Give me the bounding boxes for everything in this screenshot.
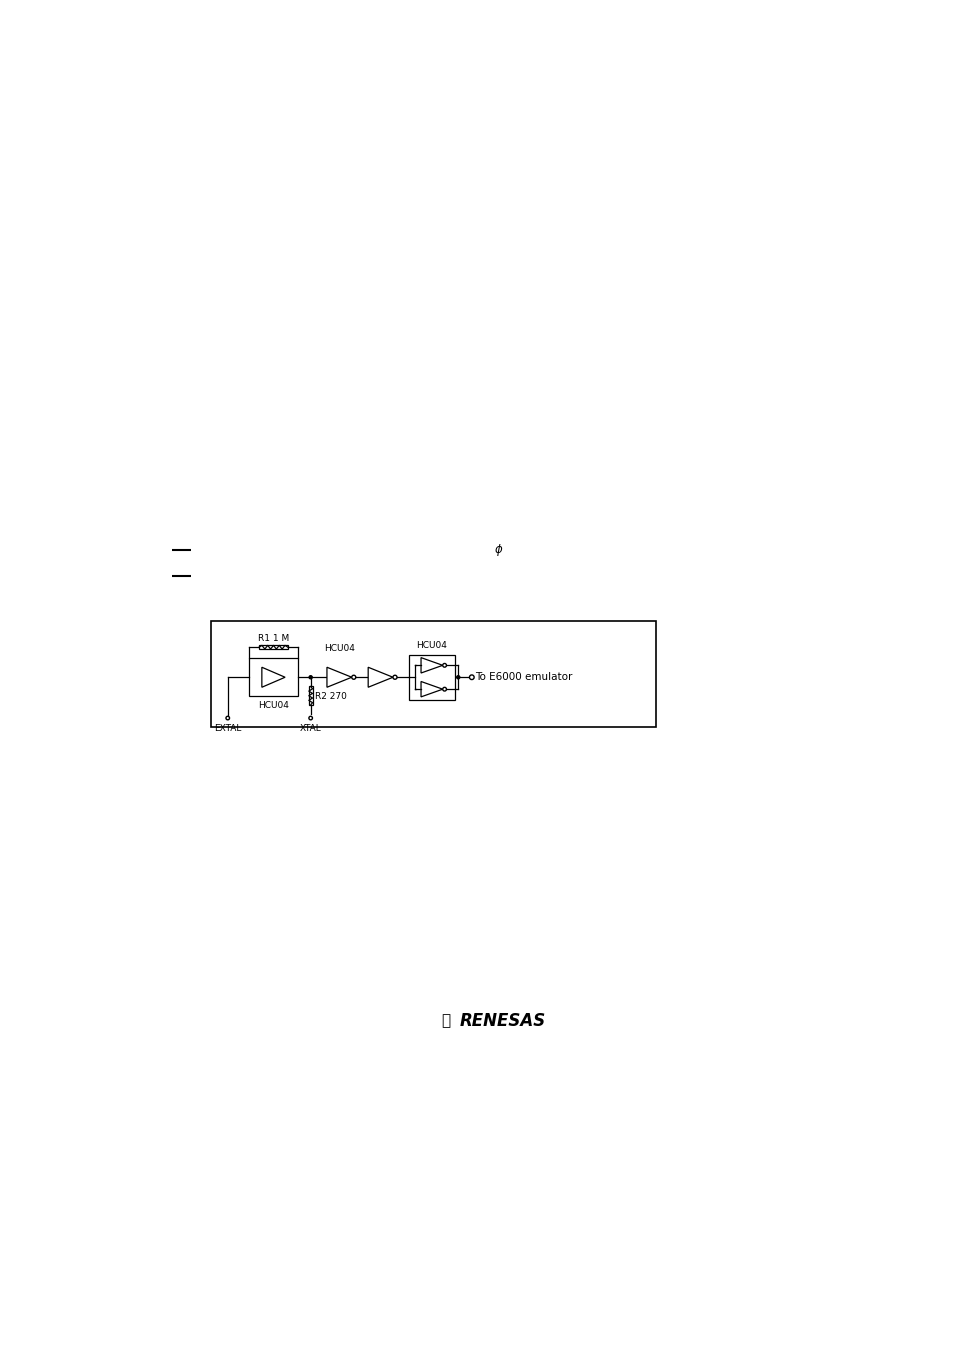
Bar (408, 654, 455, 700)
Circle shape (456, 676, 459, 678)
Text: EXTAL: EXTAL (213, 724, 241, 734)
Text: R2 270: R2 270 (315, 692, 347, 701)
Polygon shape (261, 667, 285, 688)
Bar (211, 621, 656, 727)
Circle shape (309, 676, 312, 678)
Circle shape (393, 676, 396, 680)
Polygon shape (327, 667, 352, 688)
Text: R1 1 M: R1 1 M (257, 634, 289, 643)
Circle shape (309, 716, 313, 720)
Bar (259, 646, 288, 648)
Text: HCU04: HCU04 (324, 643, 355, 653)
Text: $\phi$: $\phi$ (493, 542, 502, 558)
Text: RENESAS: RENESAS (459, 1012, 545, 1031)
Polygon shape (420, 658, 442, 673)
Text: ℜ: ℜ (441, 1015, 451, 1028)
Text: HCU04: HCU04 (257, 701, 289, 711)
Polygon shape (420, 681, 442, 697)
Polygon shape (368, 667, 393, 688)
Text: HCU04: HCU04 (416, 640, 447, 650)
Text: To E6000 emulator: To E6000 emulator (475, 673, 572, 682)
Circle shape (226, 716, 230, 720)
Circle shape (352, 676, 355, 680)
Circle shape (442, 688, 446, 690)
Circle shape (442, 663, 446, 667)
Bar (309, 686, 313, 705)
Circle shape (469, 676, 474, 680)
Bar (249, 658, 297, 697)
Text: XTAL: XTAL (299, 724, 321, 734)
